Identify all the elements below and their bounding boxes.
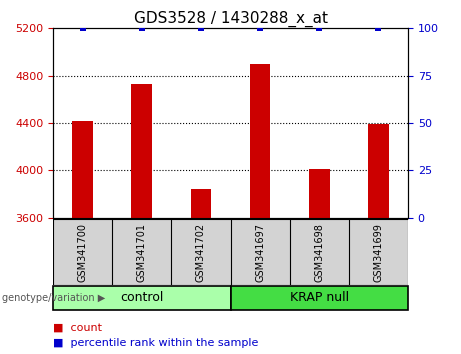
Point <box>79 25 86 31</box>
Bar <box>309 169 330 218</box>
Text: ■  count: ■ count <box>53 322 102 332</box>
Text: GSM341699: GSM341699 <box>373 223 384 282</box>
Point <box>375 25 382 31</box>
Text: GSM341697: GSM341697 <box>255 223 265 282</box>
Text: GSM341698: GSM341698 <box>314 223 324 282</box>
Bar <box>72 121 93 218</box>
Text: GSM341702: GSM341702 <box>196 223 206 282</box>
Text: GSM341700: GSM341700 <box>77 223 88 282</box>
Point <box>315 25 323 31</box>
Bar <box>368 124 389 218</box>
Bar <box>131 84 152 218</box>
Text: genotype/variation ▶: genotype/variation ▶ <box>2 293 106 303</box>
Text: GSM341701: GSM341701 <box>137 223 147 282</box>
Bar <box>190 189 211 218</box>
Point <box>138 25 145 31</box>
Bar <box>250 64 271 218</box>
Point <box>197 25 205 31</box>
Point <box>256 25 264 31</box>
Title: GDS3528 / 1430288_x_at: GDS3528 / 1430288_x_at <box>134 11 327 27</box>
Text: control: control <box>120 291 164 304</box>
Text: ■  percentile rank within the sample: ■ percentile rank within the sample <box>53 338 258 348</box>
Bar <box>53 286 230 310</box>
Text: KRAP null: KRAP null <box>290 291 349 304</box>
Bar <box>230 286 408 310</box>
